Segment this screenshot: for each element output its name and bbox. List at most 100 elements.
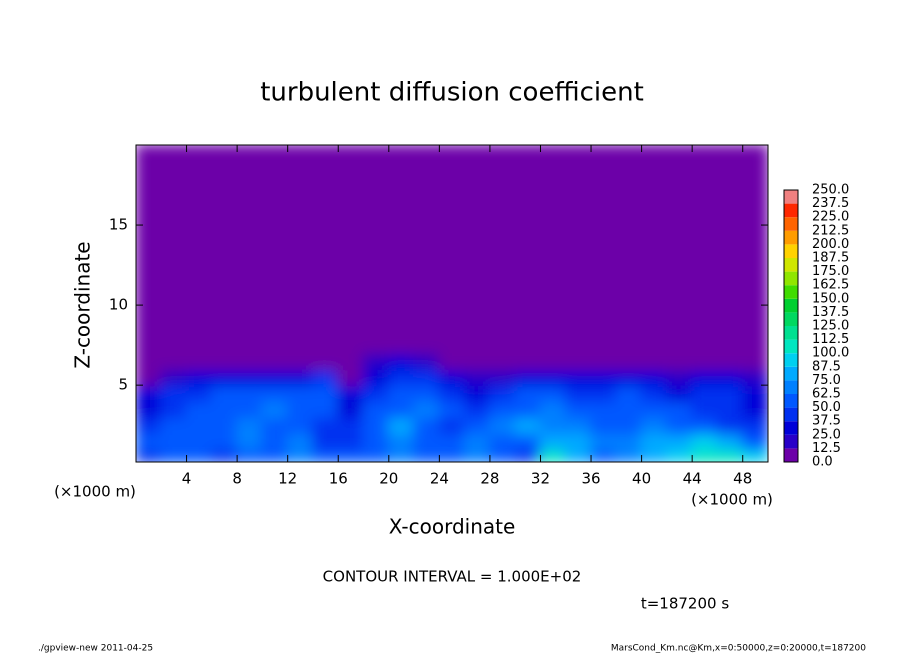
- field-cell: [564, 352, 593, 371]
- field-cell: [741, 448, 768, 462]
- field-cell: [514, 448, 542, 462]
- field-cell: [438, 400, 466, 419]
- field-cell: [185, 432, 213, 451]
- x-tick-label: 48: [733, 470, 752, 488]
- field-cell: [438, 145, 466, 339]
- field-cell: [691, 384, 719, 403]
- x-tick-label: 36: [581, 470, 600, 488]
- field-cell: [716, 416, 744, 435]
- colorbar-frame: [783, 189, 799, 463]
- field-cell: [210, 336, 239, 355]
- y-tick-label: 15: [109, 216, 128, 234]
- field-cell: [236, 368, 264, 387]
- chart-title: turbulent diffusion coefficient: [260, 78, 644, 108]
- field-cell: [261, 416, 289, 435]
- field-cell: [514, 145, 542, 339]
- field-cell: [337, 384, 365, 403]
- y-axis-label: Z-coordinate: [71, 241, 95, 368]
- field-cell: [236, 400, 264, 419]
- field-cell: [160, 352, 188, 371]
- x-tick-label: 44: [683, 470, 702, 488]
- field-cell: [741, 368, 768, 387]
- colorbar-bin: [784, 285, 798, 299]
- field-cell: [615, 336, 643, 355]
- field-cell: [438, 336, 466, 355]
- field-cell: [337, 368, 365, 387]
- field-cell: [564, 368, 593, 387]
- field-cell: [640, 336, 668, 355]
- field-cell: [160, 368, 188, 387]
- field-cell: [413, 145, 441, 339]
- colorbar-bin: [784, 434, 798, 449]
- colorbar-label: 37.5: [812, 414, 841, 429]
- field-cell: [488, 145, 517, 339]
- field-cell: [362, 448, 390, 462]
- colorbar-label: 187.5: [812, 251, 849, 266]
- field-cell: [539, 400, 567, 419]
- field-cell: [615, 416, 643, 435]
- field-cell: [136, 400, 163, 419]
- colorbar-bin: [784, 298, 798, 313]
- field-cell: [387, 384, 416, 403]
- x-unit-left: (×1000 m): [54, 483, 136, 501]
- field-cell: [286, 352, 314, 371]
- field-cell: [286, 384, 314, 403]
- field-cell: [488, 368, 517, 387]
- colorbar-label: 75.0: [812, 373, 841, 388]
- field-cell: [615, 145, 643, 339]
- field-cell: [438, 416, 466, 435]
- field-cell: [539, 352, 567, 371]
- field-cell: [488, 352, 517, 371]
- field-cell: [615, 432, 643, 451]
- field-cell: [640, 368, 668, 387]
- colorbar-bin: [784, 339, 798, 354]
- colorbar-label: 150.0: [812, 291, 849, 306]
- field-cell: [438, 384, 466, 403]
- field-cell: [387, 145, 416, 339]
- field-cell: [438, 352, 466, 371]
- field-cell: [413, 384, 441, 403]
- x-tick-label: 16: [329, 470, 348, 488]
- field-cell: [564, 384, 593, 403]
- x-tick-label: 4: [182, 470, 192, 488]
- colorbar-bin: [784, 448, 798, 462]
- field-cell: [136, 145, 163, 339]
- field-cell: [387, 416, 416, 435]
- field-cell: [564, 336, 593, 355]
- field-cell: [311, 432, 340, 451]
- y-tick-label: 5: [118, 376, 128, 394]
- field-cell: [514, 416, 542, 435]
- colorbar-bin: [784, 380, 798, 394]
- field-cell: [160, 448, 188, 462]
- colorbar-label: 200.0: [812, 237, 849, 252]
- field-cell: [311, 368, 340, 387]
- colorbar-bin: [784, 230, 798, 245]
- field-cell: [286, 400, 314, 419]
- field-cell: [463, 448, 491, 462]
- field-cell: [286, 432, 314, 451]
- field-cell: [640, 145, 668, 339]
- field-cell: [463, 400, 491, 419]
- field-cell: [488, 400, 517, 419]
- field-cell: [665, 416, 694, 435]
- field-cell: [438, 368, 466, 387]
- field-cell: [691, 368, 719, 387]
- field-cell: [438, 448, 466, 462]
- field-cell: [463, 368, 491, 387]
- field-cell: [185, 352, 213, 371]
- field-cell: [741, 400, 768, 419]
- field-cell: [665, 384, 694, 403]
- colorbar-bin: [784, 258, 798, 272]
- field-cell: [210, 145, 239, 339]
- field-cell: [691, 352, 719, 371]
- colorbar-label: 162.5: [812, 278, 849, 293]
- x-tick-label: 24: [430, 470, 449, 488]
- field-cell: [665, 432, 694, 451]
- colorbar-label: 25.0: [812, 427, 841, 442]
- field-cell: [311, 448, 340, 462]
- colorbar-label: 125.0: [812, 319, 849, 334]
- field-cell: [210, 368, 239, 387]
- field-cell: [362, 145, 390, 339]
- colorbar-bin: [784, 203, 798, 218]
